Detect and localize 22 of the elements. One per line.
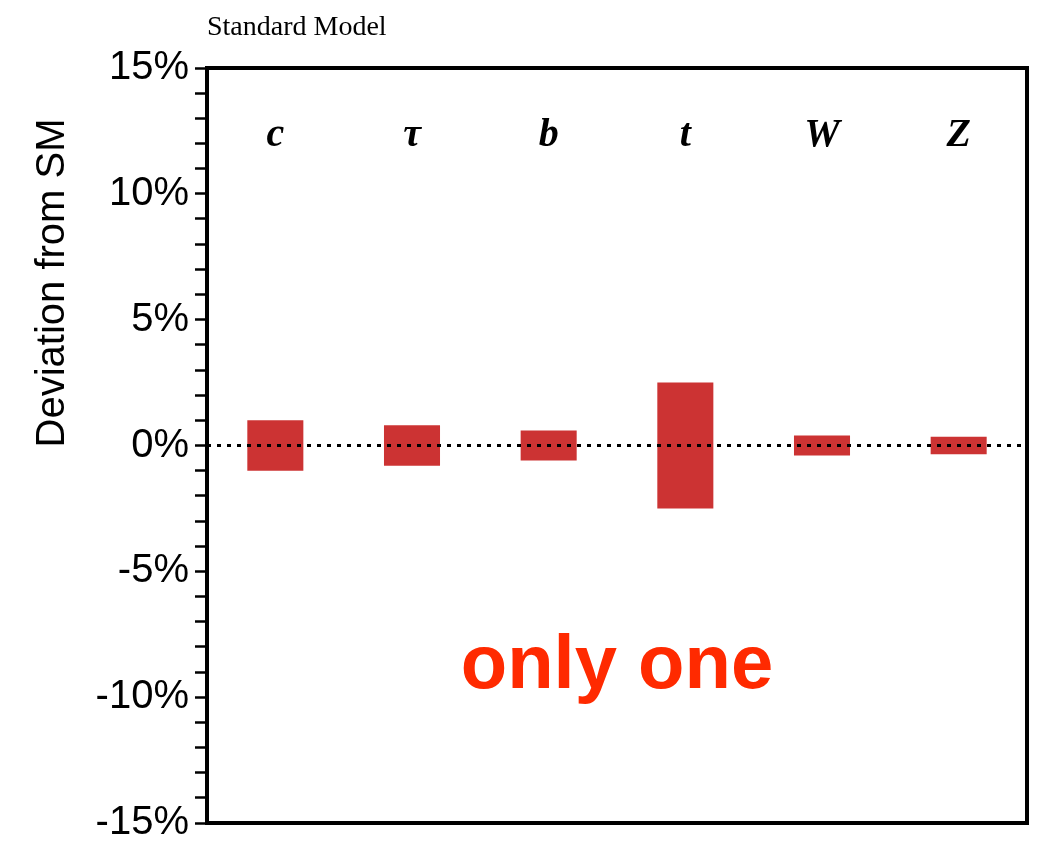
- y-tick-label: 10%: [108, 168, 189, 213]
- y-axis-title: Deviation from SM: [27, 118, 73, 448]
- annotation: only one: [460, 618, 774, 704]
- bar: [657, 382, 714, 509]
- y-tick-label: 0%: [131, 420, 189, 465]
- y-tick-label: -10%: [95, 672, 189, 717]
- bar: [793, 435, 851, 456]
- bar: [930, 436, 987, 455]
- x-tick-label: Z: [945, 110, 971, 156]
- bar: [520, 430, 577, 461]
- y-tick-label: -5%: [117, 546, 189, 591]
- x-tick-label: τ: [403, 110, 423, 156]
- x-tick-label: W: [804, 110, 843, 156]
- y-tick-label: 5%: [131, 294, 189, 339]
- chart-title: Standard Model: [207, 10, 387, 42]
- y-tick-label: -15%: [95, 798, 189, 843]
- bar: [383, 425, 441, 466]
- x-tick-label: t: [679, 110, 693, 156]
- x-tick-label: b: [538, 110, 559, 156]
- x-tick-label: c: [266, 110, 285, 156]
- y-tick-label: 15%: [108, 43, 189, 88]
- bar: [247, 420, 304, 471]
